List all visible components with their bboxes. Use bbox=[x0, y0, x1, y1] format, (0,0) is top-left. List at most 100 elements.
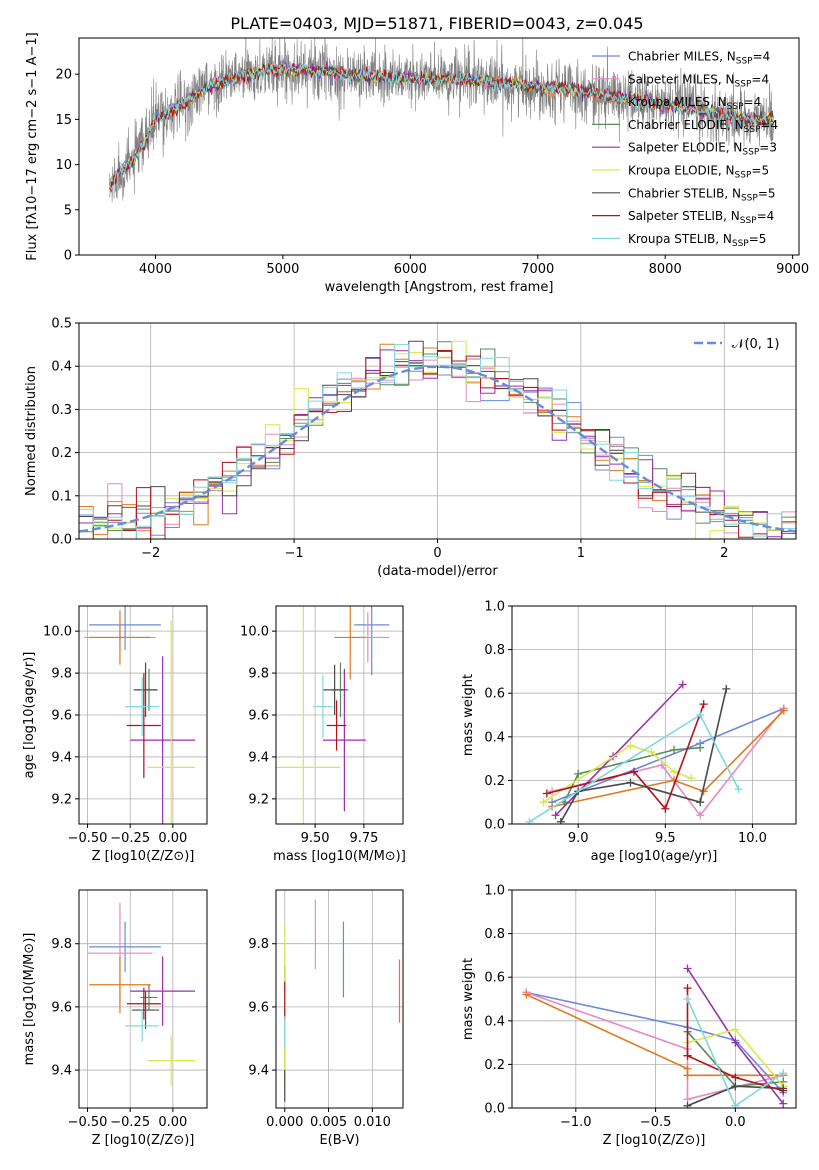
spectrum-x-axis-label: wavelength [Angstrom, rest frame] bbox=[325, 280, 554, 295]
residual-histogram-3 bbox=[79, 343, 796, 539]
weight-point-marker bbox=[683, 1051, 692, 1060]
weight-point-marker bbox=[626, 778, 635, 787]
weight-point-marker bbox=[683, 995, 692, 1003]
legend-entry-4: Chabrier ELODIE, NSSP=4 bbox=[628, 118, 778, 135]
y-tick-label: 9.8 bbox=[248, 937, 269, 952]
y-tick-label: 0.4 bbox=[51, 360, 72, 375]
x-tick-label: 0 bbox=[433, 546, 441, 561]
weight-point-marker bbox=[647, 748, 656, 757]
weight-point-marker bbox=[731, 1073, 740, 1082]
y-tick-label: 5 bbox=[64, 203, 72, 218]
residuals-y-axis-label: Normed distribution bbox=[24, 366, 39, 496]
weight-point-marker bbox=[574, 769, 583, 778]
weight-point-marker bbox=[556, 817, 565, 824]
weight-point-marker bbox=[696, 711, 705, 719]
weight-point-marker bbox=[699, 700, 708, 709]
x-tick-label: 0.0 bbox=[725, 1115, 746, 1130]
weight-point-marker bbox=[626, 741, 635, 750]
age_vs_Z-plot-area bbox=[79, 606, 207, 824]
mass_vs_EBV-x-axis-label: E(B-V) bbox=[319, 1133, 359, 1148]
x-tick-label: 0.005 bbox=[310, 1115, 347, 1130]
weight_vs_age-plot-area bbox=[512, 606, 796, 824]
legend-entry-1: Chabrier MILES, NSSP=4 bbox=[628, 50, 770, 67]
weight-series-2 bbox=[526, 991, 784, 1101]
weight-point-marker bbox=[696, 811, 705, 820]
x-tick-label: −1 bbox=[285, 546, 304, 561]
x-tick-label: 0.00 bbox=[158, 831, 187, 846]
x-tick-label: 9.50 bbox=[301, 831, 330, 846]
y-tick-label: 9.6 bbox=[51, 1000, 72, 1015]
weight-point-marker bbox=[670, 745, 679, 754]
weight-point-marker bbox=[731, 1101, 740, 1108]
weight-point-marker bbox=[683, 984, 692, 993]
legend-entry-8: Salpeter STELIB, NSSP=4 bbox=[628, 209, 774, 226]
weight-point-marker bbox=[779, 1099, 788, 1108]
y-tick-label: 9.4 bbox=[51, 1064, 72, 1079]
spectrum-frame bbox=[78, 37, 800, 256]
x-tick-label: 9.75 bbox=[349, 831, 378, 846]
weight_vs_Z-x-axis-label: Z [log10(Z/Z⊙)] bbox=[603, 1133, 706, 1148]
weight-point-marker bbox=[722, 684, 731, 693]
weight-point-marker bbox=[683, 1071, 692, 1080]
y-tick-label: 9.2 bbox=[248, 792, 269, 807]
weight-point-marker bbox=[779, 1086, 788, 1095]
weight-point-marker bbox=[678, 680, 687, 689]
figure-title: PLATE=0403, MJD=51871, FIBERID=0043, z=0… bbox=[230, 14, 643, 33]
x-tick-label: 8000 bbox=[649, 262, 682, 277]
age-vs-mass-panel: 9.50 9.75 9.2 9.4 9.6 9.8 10.0 mass [log10(M/M⊙… bbox=[240, 605, 406, 864]
y-tick-label: 9.4 bbox=[248, 1064, 269, 1079]
x-tick-label: 9.5 bbox=[655, 831, 676, 846]
weight-point-marker bbox=[687, 774, 696, 783]
weight-point-marker bbox=[731, 1082, 740, 1091]
weight-point-marker bbox=[657, 761, 666, 770]
age_vs_mass-x-axis-label: mass [log10(M/M⊙)] bbox=[273, 849, 406, 864]
weight-point-marker bbox=[779, 706, 788, 715]
x-tick-label: 0.00 bbox=[158, 1115, 187, 1130]
mass_vs_Z-frame bbox=[78, 889, 208, 1109]
y-tick-label: 9.8 bbox=[51, 937, 72, 952]
weight-point-marker bbox=[734, 785, 743, 794]
weight-point-marker bbox=[670, 767, 679, 776]
y-tick-label: 9.8 bbox=[51, 667, 72, 682]
x-tick-label: 1 bbox=[577, 546, 585, 561]
mass_vs_EBV-plot-area bbox=[276, 890, 403, 1108]
x-tick-label: −1.0 bbox=[560, 1115, 592, 1130]
weight-point-marker bbox=[683, 964, 692, 973]
weight-point-marker bbox=[539, 798, 548, 807]
y-tick-label: 0.2 bbox=[484, 774, 505, 789]
y-tick-label: 0.4 bbox=[484, 730, 505, 745]
x-tick-label: 5000 bbox=[266, 262, 299, 277]
x-tick-label: −0.25 bbox=[110, 1115, 150, 1130]
y-tick-label: 0.2 bbox=[51, 446, 72, 461]
y-tick-label: 9.6 bbox=[51, 709, 72, 724]
residual-histogram-5 bbox=[79, 349, 796, 538]
x-tick-label: −0.25 bbox=[110, 831, 150, 846]
x-tick-label: −0.5 bbox=[640, 1115, 672, 1130]
x-tick-label: 2 bbox=[720, 546, 728, 561]
weight-point-marker bbox=[731, 1038, 740, 1047]
weight_vs_Z-plot-area bbox=[512, 890, 796, 1108]
y-tick-label: 0.1 bbox=[51, 489, 72, 504]
y-tick-label: 1.0 bbox=[484, 600, 505, 615]
weight-series-3 bbox=[551, 710, 785, 808]
x-tick-label: 7000 bbox=[521, 262, 554, 277]
x-tick-label: 9.0 bbox=[568, 831, 589, 846]
age_vs_Z-y-axis-label: age [log10(age/yr)] bbox=[22, 652, 37, 779]
y-tick-label: 9.8 bbox=[248, 667, 269, 682]
y-tick-label: 1.0 bbox=[484, 884, 505, 899]
x-tick-label: 9000 bbox=[776, 262, 809, 277]
y-tick-label: 0.8 bbox=[484, 927, 505, 942]
y-tick-label: 0.5 bbox=[51, 317, 72, 332]
mass-vs-ebv-panel: 0.000 0.005 0.010 9.4 9.6 9.8 E(B-V) bbox=[248, 889, 404, 1148]
weight-point-marker bbox=[731, 1025, 740, 1034]
weight-series-5 bbox=[555, 683, 684, 816]
y-tick-label: 0.0 bbox=[51, 533, 72, 548]
y-tick-label: 0.6 bbox=[484, 687, 505, 702]
residuals-plot-area bbox=[79, 323, 796, 539]
y-tick-label: 0.4 bbox=[484, 1014, 505, 1029]
weight-point-marker bbox=[629, 767, 638, 776]
mass_vs_Z-y-axis-label: mass [log10(M/M⊙)] bbox=[22, 933, 37, 1066]
mass_vs_EBV-frame bbox=[275, 889, 404, 1109]
legend-entry-6: Kroupa ELODIE, NSSP=5 bbox=[628, 164, 769, 181]
